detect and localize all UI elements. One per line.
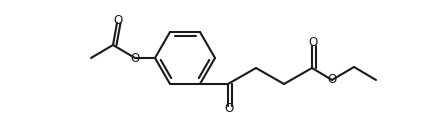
Text: O: O [308,36,318,50]
Text: O: O [113,15,123,27]
Text: O: O [224,102,234,116]
Text: O: O [130,51,139,65]
Text: O: O [327,74,337,86]
